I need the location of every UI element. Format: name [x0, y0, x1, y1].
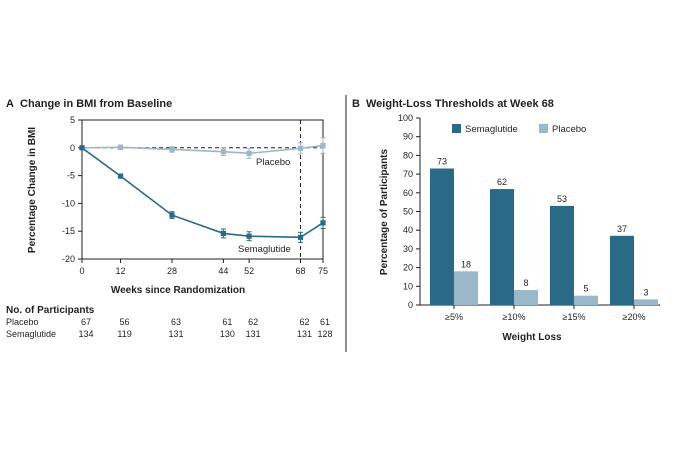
participants-count-semaglutide-6: 128 — [317, 329, 332, 339]
bar-placebo-0 — [454, 271, 478, 305]
y-tick-label-b-7: 70 — [403, 169, 413, 179]
semaglutide-line-label: Semaglutide — [238, 244, 291, 255]
point-semaglutide-6 — [320, 220, 326, 226]
y-tick-label-b-1: 10 — [403, 281, 413, 291]
x-tick-label-a-2: 28 — [167, 266, 177, 276]
panel-b-ylabel: Percentage of Participants — [379, 148, 390, 275]
panel-b-xlabel: Weight Loss — [502, 332, 562, 343]
panel-a-ylabel: Percentage Change in BMI — [27, 127, 38, 253]
participants-count-placebo-4: 62 — [248, 317, 258, 327]
panel-b-title: Weight-Loss Thresholds at Week 68 — [366, 98, 554, 110]
bar-placebo-2 — [574, 295, 598, 305]
y-tick-label-b-4: 40 — [403, 225, 413, 235]
x-tick-label-a-4: 52 — [244, 266, 254, 276]
participants-count-placebo-2: 63 — [171, 317, 181, 327]
participants-count-placebo-0: 67 — [81, 317, 91, 327]
bar-label-semaglutide-2: 53 — [557, 194, 567, 204]
participants-table: No. of Participants Placebo Semaglutide … — [6, 305, 333, 339]
bar-placebo-1 — [514, 290, 538, 305]
participants-count-semaglutide-0: 134 — [78, 329, 93, 339]
y-tick-label-b-8: 80 — [403, 150, 413, 160]
x-tick-label-a-1: 12 — [116, 266, 126, 276]
y-tick-label-a-4: -15 — [62, 226, 75, 236]
bar-label-placebo-1: 8 — [523, 278, 528, 288]
bar-placebo-3 — [634, 299, 658, 305]
participants-count-semaglutide-1: 119 — [117, 329, 131, 339]
participants-count-semaglutide-4: 131 — [246, 329, 261, 339]
participants-count-semaglutide-5: 131 — [297, 329, 312, 339]
bar-semaglutide-3 — [610, 235, 634, 305]
participants-count-placebo-1: 56 — [120, 317, 130, 327]
legend-label-placebo: Placebo — [552, 124, 586, 135]
y-tick-label-b-6: 60 — [403, 188, 413, 198]
x-tick-label-b-1: ≥10% — [503, 312, 526, 322]
participants-count-semaglutide-3: 130 — [220, 329, 235, 339]
legend-swatch-placebo — [539, 124, 548, 133]
placebo-line-label: Placebo — [256, 157, 290, 168]
legend-swatch-semaglutide — [452, 124, 461, 133]
y-tick-label-b-10: 100 — [398, 113, 413, 123]
y-tick-label-a-2: -5 — [67, 171, 75, 181]
participants-row-label-placebo: Placebo — [6, 317, 39, 327]
participants-count-placebo-3: 61 — [222, 317, 232, 327]
y-tick-label-b-0: 0 — [408, 300, 413, 310]
bar-label-semaglutide-0: 73 — [437, 156, 447, 166]
point-placebo-6 — [320, 142, 326, 149]
x-tick-label-a-6: 75 — [318, 266, 328, 276]
x-tick-label-a-5: 68 — [295, 266, 305, 276]
x-tick-label-b-0: ≥5% — [445, 312, 463, 322]
y-tick-label-b-2: 20 — [403, 263, 413, 273]
bar-label-placebo-0: 18 — [461, 259, 471, 269]
panel-a-letter: A — [6, 98, 14, 110]
point-semaglutide-0 — [79, 145, 85, 151]
panel-b-legend: Semaglutide Placebo — [452, 124, 586, 135]
point-placebo-3 — [220, 149, 226, 155]
x-tick-label-b-2: ≥15% — [563, 312, 586, 322]
panel-a-frame — [81, 119, 324, 260]
y-tick-label-a-5: -20 — [62, 254, 75, 264]
point-semaglutide-2 — [169, 212, 175, 218]
x-tick-label-b-3: ≥20% — [623, 312, 646, 322]
participants-count-semaglutide-2: 131 — [168, 329, 183, 339]
participants-count-placebo-5: 62 — [299, 317, 309, 327]
legend-label-semaglutide: Semaglutide — [465, 124, 518, 135]
panel-b: B Weight-Loss Thresholds at Week 68 0 10 2… — [352, 98, 660, 343]
point-semaglutide-3 — [220, 230, 226, 237]
panel-a: A Change in BMI from Baseline 5 0 -5 -10 -15… — [6, 98, 328, 296]
panel-a-plot: 5 0 -5 -10 -15 -20 0 12 28 44 52 68 75 — [62, 115, 328, 276]
bar-label-semaglutide-1: 62 — [497, 177, 507, 187]
x-tick-label-a-0: 0 — [79, 266, 84, 276]
y-tick-label-b-5: 50 — [403, 207, 413, 217]
bar-label-placebo-3: 3 — [643, 287, 648, 297]
y-tick-label-a-1: 0 — [70, 143, 75, 153]
point-placebo-2 — [169, 146, 175, 153]
y-tick-label-b-3: 30 — [403, 244, 413, 254]
point-placebo-4 — [246, 150, 252, 156]
point-placebo-1 — [117, 144, 124, 150]
bar-label-semaglutide-3: 37 — [617, 224, 627, 234]
panel-b-letter: B — [352, 98, 360, 110]
panel-a-title: Change in BMI from Baseline — [20, 98, 172, 110]
panel-b-plot: 0 10 20 30 40 50 60 70 80 90 100 73 18 ≥5% 62 8 ≥10% 53 5 ≥… — [398, 113, 660, 322]
bar-semaglutide-2 — [550, 205, 574, 305]
bar-label-placebo-2: 5 — [583, 284, 588, 294]
point-semaglutide-5 — [297, 234, 304, 240]
participants-cells: 67 56 63 61 62 62 61 134 119 131 130 131 131 128 — [78, 317, 332, 339]
x-tick-label-a-3: 44 — [218, 266, 228, 276]
panel-a-xlabel: Weeks since Randomization — [111, 285, 245, 296]
bar-semaglutide-0 — [430, 168, 454, 305]
participants-row-label-semaglutide: Semaglutide — [6, 329, 56, 339]
y-tick-label-a-0: 5 — [70, 115, 75, 125]
participants-count-placebo-6: 61 — [320, 317, 330, 327]
y-tick-label-a-3: -10 — [62, 198, 75, 208]
point-semaglutide-1 — [117, 173, 124, 179]
point-semaglutide-4 — [246, 233, 252, 239]
bar-semaglutide-1 — [490, 189, 514, 305]
point-placebo-5 — [297, 145, 304, 151]
participants-heading: No. of Participants — [6, 305, 95, 316]
y-tick-label-b-9: 90 — [403, 132, 413, 142]
